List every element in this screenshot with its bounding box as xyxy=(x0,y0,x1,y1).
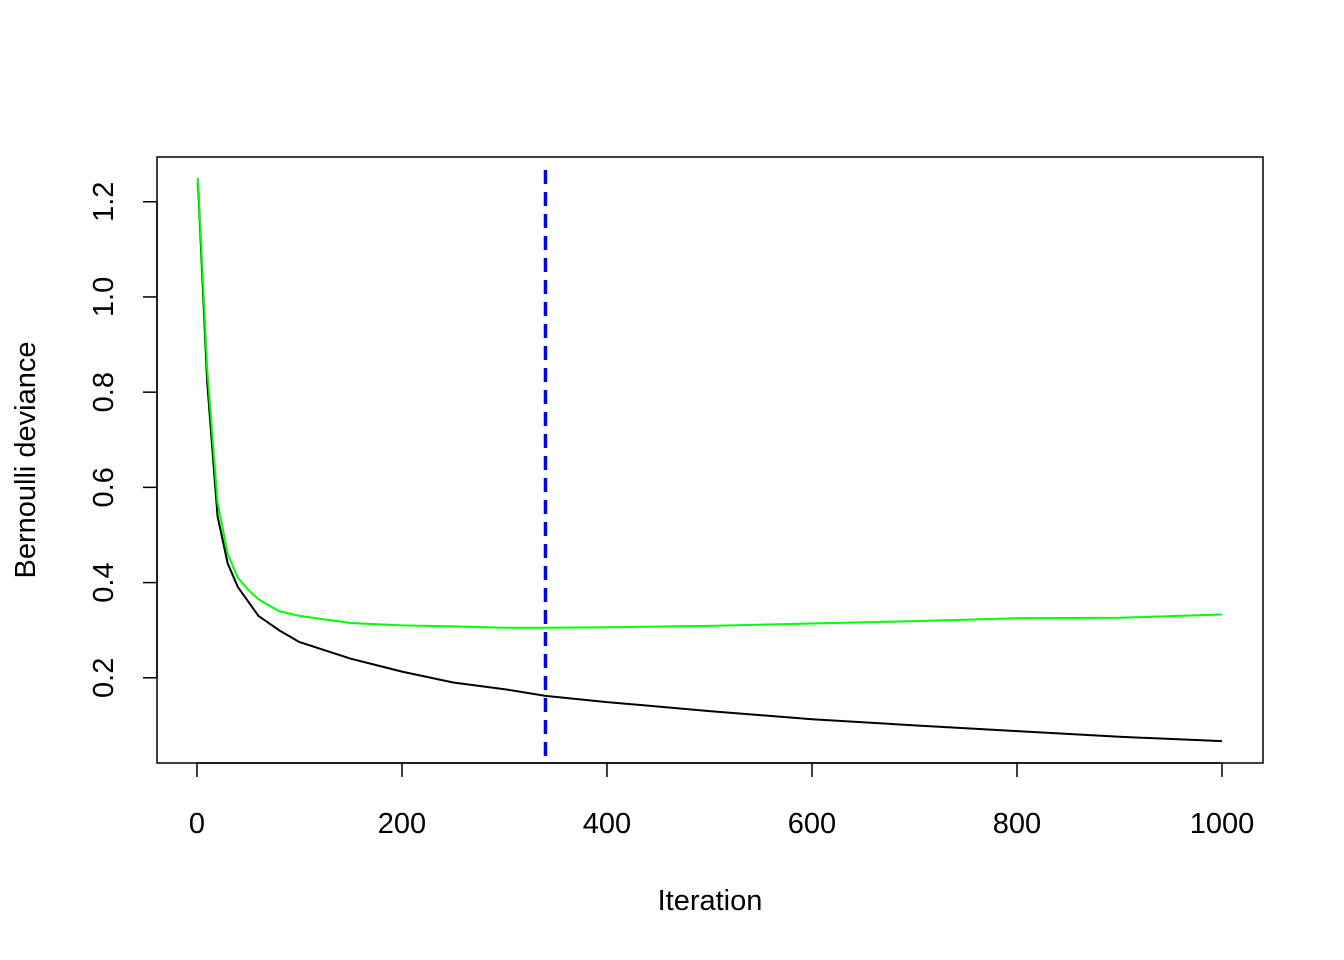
x-tick-label: 1000 xyxy=(1190,808,1255,840)
y-tick-label: 0.2 xyxy=(88,658,120,698)
x-tick-label: 800 xyxy=(993,808,1041,840)
y-tick-label: 0.4 xyxy=(88,562,120,602)
y-tick-label: 1.2 xyxy=(88,182,120,222)
y-axis-label: Bernoulli deviance xyxy=(10,342,42,579)
x-tick-label: 400 xyxy=(583,808,631,840)
x-axis-label: Iteration xyxy=(658,885,763,917)
x-tick-label: 200 xyxy=(378,808,426,840)
x-axis: 0 200 400 600 800 1000 xyxy=(189,762,1255,840)
x-tick-label: 600 xyxy=(788,808,836,840)
train-deviance-line xyxy=(197,182,1223,743)
y-tick-label: 0.6 xyxy=(88,467,120,507)
y-axis: 0.2 0.4 0.6 0.8 1.0 1.2 xyxy=(88,182,158,698)
x-tick-label: 0 xyxy=(189,808,205,840)
test-deviance-line xyxy=(197,177,1223,629)
series-group xyxy=(197,177,1223,743)
y-tick-label: 1.0 xyxy=(88,277,120,317)
y-tick-label: 0.8 xyxy=(88,372,120,412)
plot-box xyxy=(156,156,1264,764)
